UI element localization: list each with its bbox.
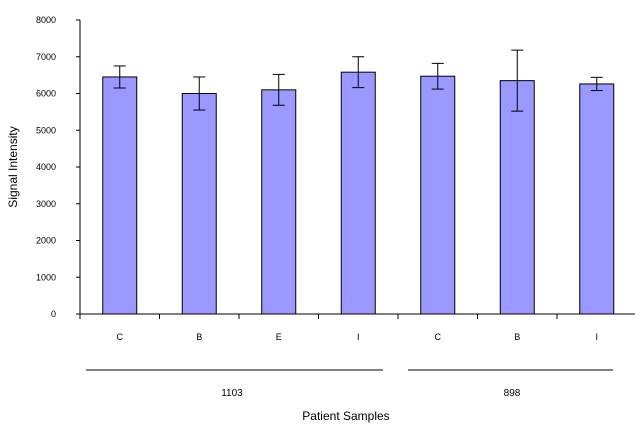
y-axis-title: Signal Intensity <box>6 126 20 207</box>
y-tick-label: 6000 <box>36 89 56 99</box>
bar <box>261 89 297 315</box>
y-tick-label: 5000 <box>36 125 56 135</box>
bars <box>102 71 615 315</box>
x-axis-title: Patient Samples <box>302 409 389 423</box>
bar <box>102 76 138 315</box>
category-label: C <box>435 332 442 342</box>
y-tick-label: 2000 <box>36 236 56 246</box>
category-label: B <box>196 332 202 342</box>
bar <box>181 93 217 315</box>
y-tick-label: 1000 <box>36 272 56 282</box>
category-label: B <box>514 332 520 342</box>
category-label: C <box>117 332 124 342</box>
y-tick-label: 4000 <box>36 162 56 172</box>
error-bars <box>113 49 603 112</box>
group-label: 898 <box>504 388 521 399</box>
x-ticks <box>79 314 558 319</box>
x-axis <box>79 313 635 319</box>
category-label: I <box>357 332 360 342</box>
y-axis: 0 1000 2000 3000 4000 5000 6000 7000 8000 <box>36 15 81 319</box>
y-tick-label: 7000 <box>36 52 56 62</box>
group-labels: 1103 898 <box>86 369 613 399</box>
category-label: E <box>276 332 282 342</box>
y-tick-label: 0 <box>51 309 56 319</box>
group-label: 1103 <box>221 388 243 399</box>
bar <box>499 80 535 315</box>
y-tick-label: 3000 <box>36 199 56 209</box>
bar <box>420 75 456 315</box>
bar <box>579 83 615 315</box>
bar <box>340 71 376 315</box>
y-tick-label: 8000 <box>36 15 56 25</box>
category-label: I <box>595 332 598 342</box>
y-ticks: 0 1000 2000 3000 4000 5000 6000 7000 8000 <box>36 15 80 319</box>
